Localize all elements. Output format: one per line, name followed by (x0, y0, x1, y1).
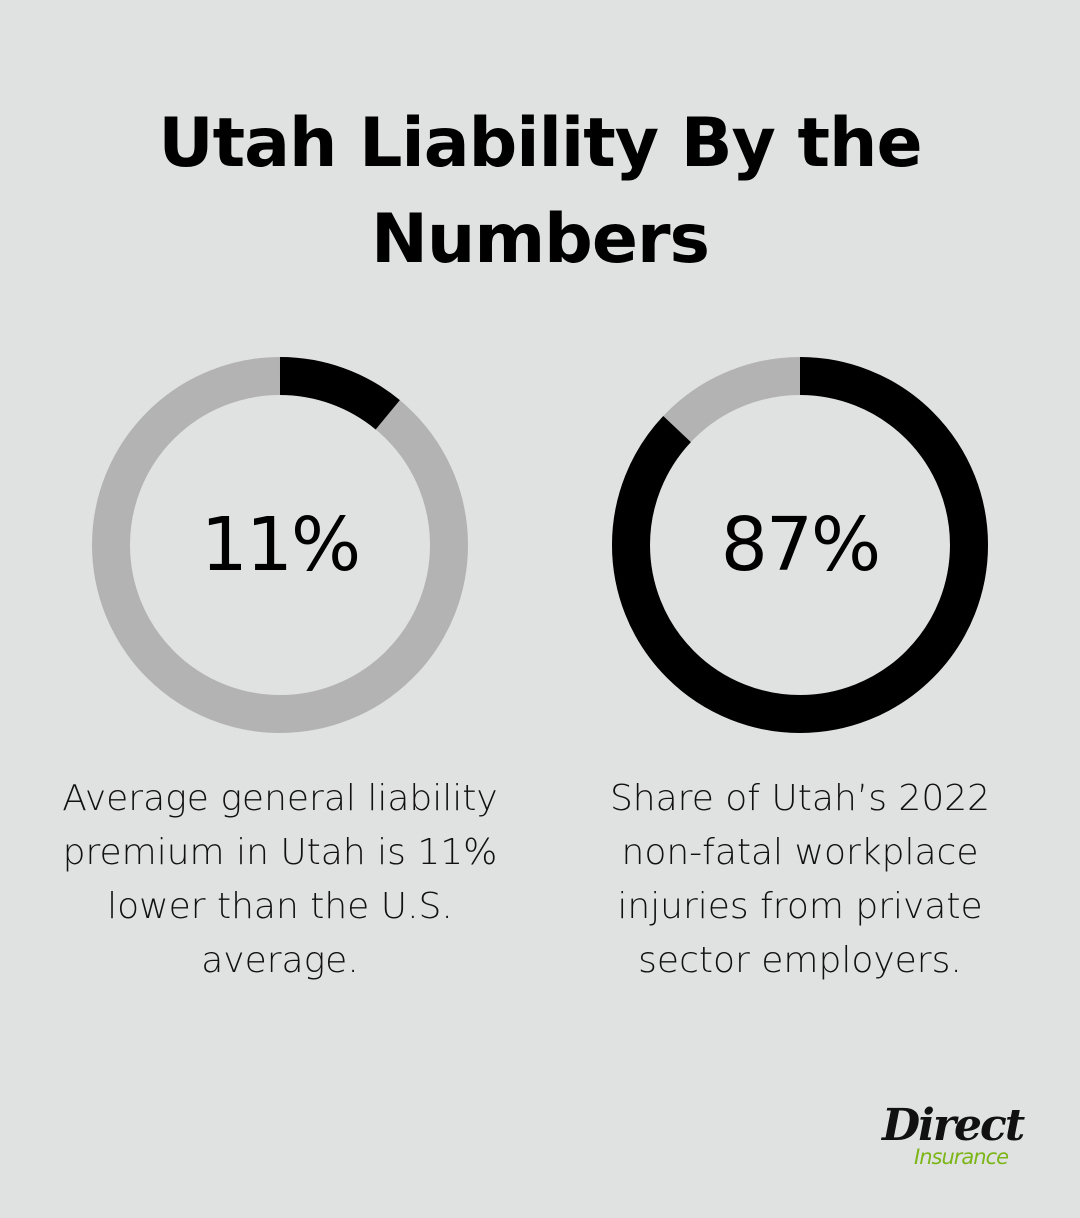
caption-premium: Average general liability premium in Uta… (62, 778, 498, 981)
donut-chart-premium (90, 355, 470, 735)
donut-value-premium: 11% (200, 502, 361, 588)
stat-card-injuries: 87% Share of Utah’s 2022 non-fatal workp… (530, 0, 1070, 1218)
logo-wordmark-insurance: Insurance (914, 1145, 1009, 1169)
stat-card-premium: 11% Average general liability premium in… (10, 0, 550, 1218)
logo-wordmark-direct: Direct (882, 1100, 1025, 1151)
donut-value-injuries: 87% (720, 502, 881, 588)
donut-svg-premium (92, 357, 468, 733)
donut-fill-premium (92, 357, 468, 733)
donut-chart-injuries (610, 355, 990, 735)
donut-fill-injuries (612, 357, 988, 733)
page-title: Utah Liability By the Numbers (158, 104, 922, 279)
caption-injuries: Share of Utah’s 2022 non-fatal workplace… (609, 778, 991, 981)
direct-insurance-logo: Direct Insurance (870, 1100, 1040, 1180)
donut-svg-injuries (612, 357, 988, 733)
